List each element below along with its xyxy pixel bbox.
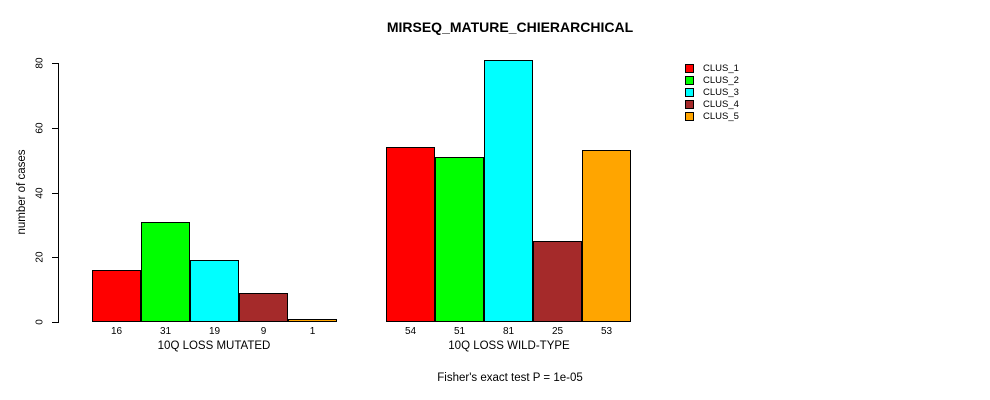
y-tick-label: 40 <box>34 186 46 199</box>
bar-value-label: 54 <box>404 326 417 337</box>
bar-value-label: 16 <box>110 326 123 337</box>
bar-value-label: 53 <box>600 326 613 337</box>
bar-value-label: 1 <box>309 326 316 337</box>
legend-label: CLUS_5 <box>703 110 739 122</box>
bar-value-label: 19 <box>208 326 221 337</box>
legend-row-clus_1: CLUS_1 <box>685 62 739 74</box>
bar-clus_2-group2 <box>435 157 484 322</box>
group-label-mutated: 10Q LOSS MUTATED <box>157 340 271 352</box>
y-tick-label: 80 <box>34 57 46 69</box>
legend-row-clus_3: CLUS_3 <box>685 86 739 98</box>
legend-label: CLUS_1 <box>703 62 739 74</box>
legend-row-clus_5: CLUS_5 <box>685 110 739 122</box>
bar-value-label: 9 <box>260 326 267 337</box>
bar-clus_4-group2 <box>533 241 582 322</box>
legend-swatch-icon <box>685 87 694 97</box>
y-tick-mark <box>52 192 58 194</box>
bar-clus_1-group2 <box>386 147 435 322</box>
y-tick-label: 0 <box>34 319 46 325</box>
y-axis-line <box>58 63 59 323</box>
bar-clus_3-group1 <box>190 260 239 322</box>
y-tick-label: 20 <box>34 251 46 263</box>
y-axis-title: number of cases <box>16 149 28 235</box>
legend-row-clus_4: CLUS_4 <box>685 98 739 110</box>
legend-label: CLUS_4 <box>703 98 739 110</box>
legend-label: CLUS_2 <box>703 74 739 86</box>
bar-value-label: 51 <box>453 326 466 337</box>
bar-value-label: 81 <box>502 326 515 337</box>
group-label-wild-type: 10Q LOSS WILD-TYPE <box>448 340 570 352</box>
bar-value-label: 31 <box>159 326 172 337</box>
legend-swatch-icon <box>685 111 694 121</box>
bar-clus_1-group1 <box>92 270 141 322</box>
legend-row-clus_2: CLUS_2 <box>685 74 739 86</box>
annotation-fishers-test: Fisher's exact test P = 1e-05 <box>437 372 583 384</box>
y-tick-mark <box>52 257 58 259</box>
bar-clus_5-group1 <box>288 319 337 322</box>
chart-title: MIRSEQ_MATURE_CHIERARCHICAL <box>386 19 634 35</box>
bar-value-label: 25 <box>551 326 564 337</box>
y-tick-mark <box>52 127 58 129</box>
y-tick-mark <box>52 322 58 323</box>
legend: CLUS_1 CLUS_2 CLUS_3 CLUS_4 CLUS_5 <box>685 62 739 122</box>
bar-clus_3-group2 <box>484 60 533 322</box>
legend-swatch-icon <box>685 99 694 109</box>
bar-clus_4-group1 <box>239 293 288 322</box>
legend-label: CLUS_3 <box>703 86 739 98</box>
y-tick-label: 60 <box>34 122 46 134</box>
bar-clus_2-group1 <box>141 222 190 322</box>
bar-clus_5-group2 <box>582 150 631 322</box>
y-tick-mark <box>52 63 58 64</box>
legend-swatch-icon <box>685 75 694 85</box>
legend-swatch-icon <box>685 63 694 73</box>
